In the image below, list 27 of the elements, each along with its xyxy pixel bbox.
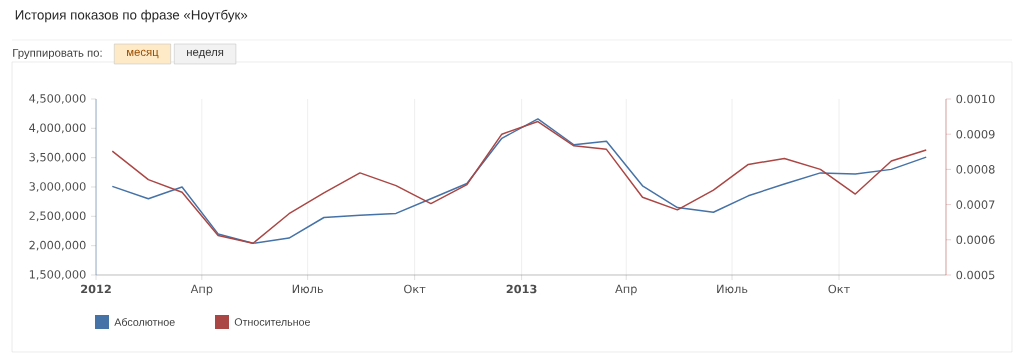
x-tick-label: Апр	[615, 284, 637, 296]
y-tick-label: 4,500,000	[29, 94, 86, 104]
y-tick-label: 3,000,000	[29, 182, 86, 192]
x-tick-label: 2013	[506, 284, 537, 294]
x-tick-label: Апр	[190, 284, 213, 296]
x-tick-label: Окт	[404, 284, 426, 294]
text: неделя	[187, 49, 224, 59]
legend-label: Абсолютное	[114, 318, 175, 326]
y2-tick-label: 0.0006	[956, 235, 995, 245]
y-tick-label: 2,000,000	[29, 240, 86, 251]
y-tick-label: 3,500,000	[29, 152, 86, 163]
legend-label: Относительное	[234, 318, 310, 326]
y2-tick-label: 0.0008	[956, 165, 995, 174]
y2-tick-label: 0.0009	[956, 129, 995, 139]
x-tick-label: 2012	[81, 284, 111, 294]
y-tick-label: 1,500,000	[29, 270, 86, 280]
text: месяц	[127, 49, 159, 59]
y2-tick-label: 0.0005	[956, 270, 995, 280]
x-tick-label: Июль	[717, 284, 748, 294]
chart-title: История показов по фразе «Ноутбук»	[15, 9, 248, 23]
x-tick-label: Окт	[828, 284, 850, 294]
x-tick-label: Июль	[292, 284, 323, 294]
y-tick-label: 2,500,000	[29, 211, 86, 222]
y2-tick-label: 0.0007	[956, 200, 995, 209]
y2-tick-label: 0.0010	[956, 94, 995, 104]
y-tick-label: 4,000,000	[29, 123, 86, 134]
text: Группировать по:	[13, 48, 102, 60]
